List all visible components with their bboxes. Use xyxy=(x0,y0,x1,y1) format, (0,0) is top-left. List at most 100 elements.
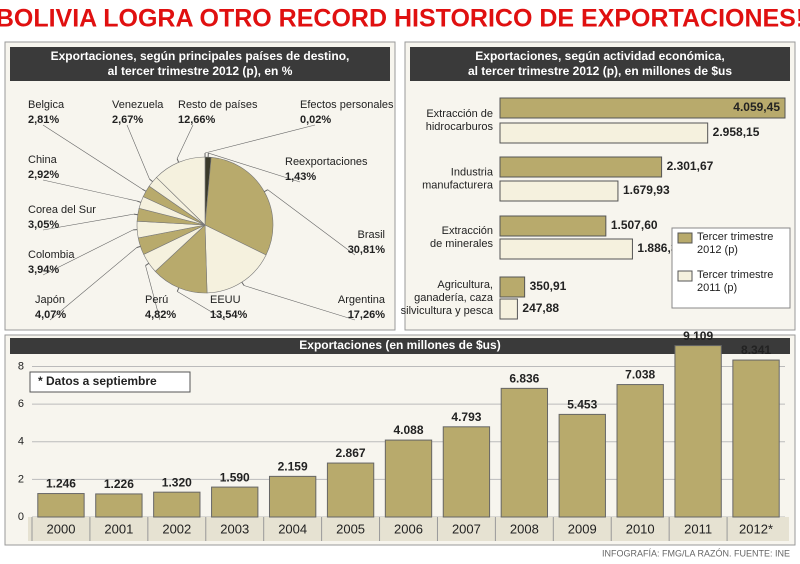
panel-title: Exportaciones, según principales países … xyxy=(51,49,350,63)
pie-value: 2,67% xyxy=(112,114,143,126)
pie-label: Corea del Sur xyxy=(28,204,96,216)
source: INFOGRAFÍA: FMG/LA RAZÓN. FUENTE: INE xyxy=(602,548,790,558)
bar xyxy=(558,413,606,518)
leader-line xyxy=(267,189,356,256)
legend-label: Tercer trimestre 2012 (p) xyxy=(697,231,774,256)
pie-value: 1,43% xyxy=(285,171,316,183)
value-label: 2.958,15 xyxy=(713,125,760,139)
panel-title-bg xyxy=(410,47,790,81)
leader-line xyxy=(176,124,194,159)
leader-line xyxy=(136,200,142,203)
x-tick-label: 2009 xyxy=(568,521,597,536)
x-tick-label: 2007 xyxy=(452,521,481,536)
bar xyxy=(499,97,786,119)
value-label: 1.246 xyxy=(46,477,76,491)
pie-slice xyxy=(156,156,206,226)
x-axis-strip xyxy=(28,517,789,541)
leader-line xyxy=(145,262,150,266)
category-label: de minerales xyxy=(430,238,493,250)
bar xyxy=(384,439,433,518)
value-label: 1.679,93 xyxy=(623,183,670,197)
pie-value: 17,26% xyxy=(348,309,386,321)
leader-line xyxy=(126,124,150,180)
pie-label: Efectos personales xyxy=(300,99,394,111)
bar xyxy=(442,426,491,518)
pie-value: 4,82% xyxy=(145,309,176,321)
leader-line xyxy=(49,247,137,321)
pie-value: 3,94% xyxy=(28,264,59,276)
panel-title: Exportaciones, según actividad económica… xyxy=(475,49,724,63)
x-tick-label: 2001 xyxy=(104,521,133,536)
bar xyxy=(268,475,317,518)
value-label: 5.453 xyxy=(567,398,597,412)
leader-line xyxy=(42,124,143,190)
leader-line xyxy=(145,265,161,321)
pie-value: 4,07% xyxy=(35,309,66,321)
leader-line xyxy=(264,189,269,193)
category-label: hidrocarburos xyxy=(426,121,494,133)
leader-line xyxy=(243,285,356,321)
legend-swatch xyxy=(677,270,693,282)
value-label: 6.836 xyxy=(509,372,539,386)
legend-swatch xyxy=(677,232,693,244)
value-label: 1.320 xyxy=(162,475,192,489)
value-label: 2.867 xyxy=(336,446,366,460)
bar xyxy=(95,493,143,518)
y-tick-label: 4 xyxy=(18,436,24,448)
category-label: Extracción xyxy=(442,225,493,237)
pie-value: 0,02% xyxy=(300,114,331,126)
y-tick-label: 6 xyxy=(18,398,24,410)
y-tick-label: 8 xyxy=(18,360,24,372)
x-tick-label: 2005 xyxy=(336,521,365,536)
pie-label: Reexportaciones xyxy=(285,156,368,168)
x-tick-label: 2000 xyxy=(47,521,76,536)
annotation: * Datos a septiembre xyxy=(38,374,157,388)
category-label: Agricultura, xyxy=(437,279,493,291)
leader-line xyxy=(177,291,226,321)
pie-label: Brasil xyxy=(357,229,385,241)
pie-value: 2,81% xyxy=(28,114,59,126)
value-label: 2.301,67 xyxy=(667,159,714,173)
x-tick-label: 2004 xyxy=(278,521,307,536)
x-tick-label: 2010 xyxy=(626,521,655,536)
pie-value: 13,54% xyxy=(210,309,248,321)
pie-label: EEUU xyxy=(210,294,241,306)
x-tick-label: 2012* xyxy=(739,521,773,536)
category-label: manufacturera xyxy=(422,179,494,191)
pie-label: Colombia xyxy=(28,249,75,261)
bar xyxy=(37,493,85,518)
legend-label: Tercer trimestre 2011 (p) xyxy=(697,269,774,294)
pie-value: 30,81% xyxy=(348,244,386,256)
value-label: 350,91 xyxy=(530,279,567,293)
y-tick-label: 2 xyxy=(18,473,24,485)
value-label: 4.088 xyxy=(393,423,423,437)
bar xyxy=(499,276,526,298)
bar xyxy=(499,180,619,202)
category-label: Industria xyxy=(451,166,494,178)
leader-line xyxy=(142,188,147,192)
category-label: ganadería, caza xyxy=(414,292,494,304)
pie-slice xyxy=(154,224,208,294)
panel-title: Exportaciones (en millones de $us) xyxy=(299,338,500,352)
bar xyxy=(211,486,259,518)
pie-slice xyxy=(204,224,267,294)
bar xyxy=(499,215,607,237)
bar xyxy=(499,156,663,178)
pie-slice xyxy=(204,156,274,256)
x-tick-label: 2006 xyxy=(394,521,423,536)
pie-value: 12,66% xyxy=(178,114,216,126)
bar xyxy=(616,384,664,518)
bar xyxy=(499,298,518,320)
leader-line xyxy=(208,152,301,183)
main-title: BOLIVIA LOGRA OTRO RECORD HISTORICO DE E… xyxy=(0,5,800,33)
leader-line xyxy=(176,158,180,163)
leader-line xyxy=(149,178,153,183)
x-tick-label: 2002 xyxy=(162,521,191,536)
category-label: Extracción de xyxy=(426,108,493,120)
value-label: 4.059,45 xyxy=(733,100,780,114)
value-label: 1.226 xyxy=(104,477,134,491)
pie-label: Perú xyxy=(145,294,168,306)
bar xyxy=(499,122,709,144)
